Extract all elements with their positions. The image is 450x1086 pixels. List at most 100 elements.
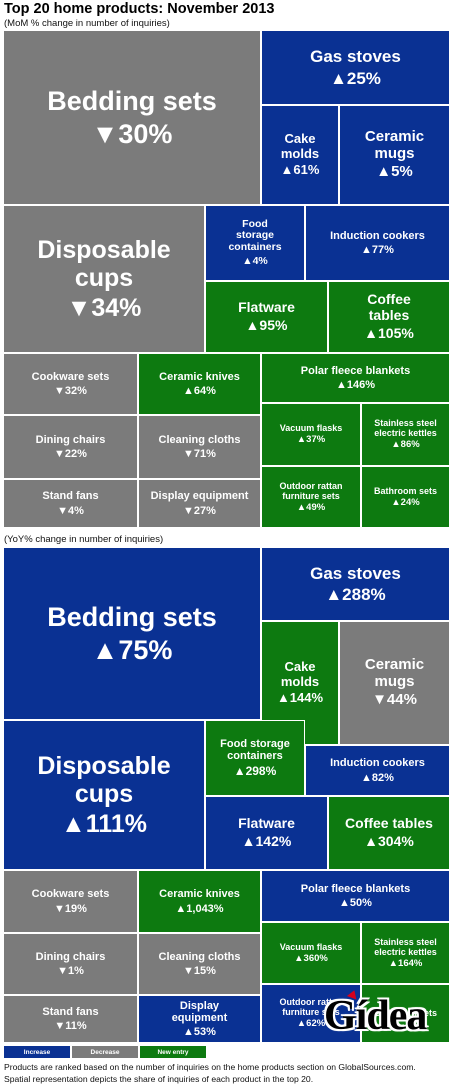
yoy-change-cake-molds: ▲144% (276, 690, 324, 706)
yoy-label-ceramic-knives: Ceramic knives (159, 888, 240, 901)
mom-change-outdoor-rattan-furniture-sets: ▲49% (296, 501, 326, 513)
yoy-change-flatware: ▲142% (241, 833, 292, 849)
yoy-cell-ceramic-knives: Ceramic knives ▲1,043% (138, 870, 261, 933)
yoy-change-food-storage-containers: ▲298% (233, 763, 277, 778)
yoy-change-stand-fans: ▼11% (54, 1020, 87, 1032)
mom-change-polar-fleece-blankets: ▲146% (335, 379, 376, 391)
mom-change-stand-fans: ▼4% (57, 504, 84, 517)
mom-label-ceramic-knives: Ceramic knives (159, 370, 240, 383)
yoy-label-ceramic-mugs: Ceramic mugs (364, 655, 425, 690)
legend-decrease: Decrease (72, 1046, 138, 1058)
mom-change-cake-molds: ▲61% (280, 162, 320, 178)
mom-cell-gas-stoves: Gas stoves ▲25% (261, 30, 450, 105)
mom-change-ceramic-mugs: ▲5% (376, 163, 413, 181)
yoy-cell-bedding-sets: Bedding sets ▲75% (3, 547, 261, 720)
yoy-cell-polar-fleece-blankets: Polar fleece blankets ▲50% (261, 870, 450, 922)
mom-label-gas-stoves: Gas stoves (310, 47, 401, 67)
mom-change-coffee-tables: ▲105% (364, 324, 414, 341)
yoy-change-cookware-sets: ▼19% (54, 902, 87, 915)
mom-label-coffee-tables: Coffee tables (367, 291, 411, 324)
yoy-label-outdoor-rattan-furniture-sets: Outdoor rattan furniture sets (279, 997, 343, 1018)
mom-change-stainless-steel-electric-kettles: ▲86% (391, 439, 420, 451)
yoy-label-stainless-steel-electric-kettles: Stainless steel electric kettles (374, 936, 437, 957)
yoy-change-polar-fleece-blankets: ▲50% (339, 897, 372, 909)
yoy-label-stand-fans: Stand fans (42, 1005, 99, 1018)
mom-change-ceramic-knives: ▲64% (183, 385, 216, 397)
mom-label-cake-molds: Cake molds (280, 131, 320, 161)
mom-label-vacuum-flasks: Vacuum flasks (279, 423, 343, 434)
yoy-cell-disposable-cups: Disposable cups ▲111% (3, 720, 205, 870)
mom-cell-cake-molds: Cake molds ▲61% (261, 105, 339, 205)
mom-change-food-storage-containers: ▲4% (242, 254, 268, 267)
yoy-label-flatware: Flatware (238, 815, 295, 832)
yoy-label-induction-cookers: Induction cookers (330, 757, 425, 770)
mom-change-induction-cookers: ▲77% (361, 244, 394, 256)
yoy-label-cake-molds: Cake molds (280, 659, 320, 689)
yoy-change-ceramic-knives: ▲1,043% (175, 902, 224, 915)
mom-label-outdoor-rattan-furniture-sets: Outdoor rattan furniture sets (279, 480, 343, 501)
mom-change-disposable-cups: ▼34% (66, 294, 142, 322)
yoy-subtitle: (YoY% change in number of inquiries) (4, 534, 164, 545)
mom-cell-ceramic-knives: Ceramic knives ▲64% (138, 353, 261, 415)
yoy-cell-stainless-steel-electric-kettles: Stainless steel electric kettles ▲164% (361, 922, 450, 984)
yoy-cell-coffee-tables: Coffee tables ▲304% (328, 796, 450, 870)
yoy-change-display-equipment: ▲53% (183, 1026, 216, 1039)
mom-cell-stainless-steel-electric-kettles: Stainless steel electric kettles ▲86% (361, 403, 450, 466)
mom-cell-disposable-cups: Disposable cups ▼34% (3, 205, 205, 353)
yoy-change-stainless-steel-electric-kettles: ▲164% (388, 957, 423, 969)
mom-label-stainless-steel-electric-kettles: Stainless steel electric kettles (374, 418, 437, 439)
mom-label-flatware: Flatware (238, 299, 295, 316)
yoy-cell-food-storage-containers: Food storage containers ▲298% (205, 720, 305, 796)
yoy-cell-ceramic-mugs: Ceramic mugs ▼44% (339, 621, 450, 745)
mom-cell-ceramic-mugs: Ceramic mugs ▲5% (339, 105, 450, 205)
mom-cell-food-storage-containers: Food storage containers ▲4% (205, 205, 305, 281)
mom-subtitle: (MoM % change in number of inquiries) (4, 18, 170, 29)
yoy-change-vacuum-flasks: ▲360% (294, 952, 328, 964)
yoy-label-food-storage-containers: Food storage containers (220, 737, 290, 763)
mom-change-cleaning-cloths: ▼71% (183, 448, 216, 460)
mom-cell-coffee-tables: Coffee tables ▲105% (328, 281, 450, 353)
yoy-change-dining-chairs: ▼1% (57, 965, 84, 977)
yoy-cell-flatware: Flatware ▲142% (205, 796, 328, 870)
mom-label-bedding-sets: Bedding sets (47, 86, 217, 117)
yoy-cell-display-equipment: Display equipment ▲53% (138, 995, 261, 1043)
yoy-cell-induction-cookers: Induction cookers ▲82% (305, 745, 450, 796)
mom-label-stand-fans: Stand fans (42, 490, 99, 503)
mom-label-cookware-sets: Cookware sets (31, 370, 110, 383)
yoy-cell-outdoor-rattan-furniture-sets: Outdoor rattan furniture sets ▲62% (261, 984, 361, 1043)
mom-cell-bedding-sets: Bedding sets ▼30% (3, 30, 261, 205)
legend-increase: Increase (4, 1046, 70, 1058)
yoy-label-dining-chairs: Dining chairs (35, 950, 106, 963)
yoy-cell-vacuum-flasks: Vacuum flasks ▲360% (261, 922, 361, 984)
mom-cell-flatware: Flatware ▲95% (205, 281, 328, 353)
mom-change-bathroom-sets: ▲24% (391, 496, 420, 508)
mom-cell-dining-chairs: Dining chairs ▼22% (3, 415, 138, 479)
mom-cell-cleaning-cloths: Cleaning cloths ▼71% (138, 415, 261, 479)
mom-label-bathroom-sets: Bathroom sets (373, 485, 437, 496)
mom-label-disposable-cups: Disposable cups (37, 236, 171, 292)
mom-cell-polar-fleece-blankets: Polar fleece blankets ▲146% (261, 353, 450, 403)
chart-title: Top 20 home products: November 2013 (4, 1, 275, 17)
yoy-label-display-equipment: Display equipment (171, 999, 228, 1024)
yoy-change-coffee-tables: ▲304% (364, 833, 414, 849)
yoy-change-ceramic-mugs: ▼44% (372, 691, 417, 709)
yoy-label-bathroom-sets: Bathroom sets (373, 1008, 437, 1019)
mom-label-polar-fleece-blankets: Polar fleece blankets (300, 364, 411, 377)
legend-new-entry: New entry (140, 1046, 206, 1058)
yoy-label-cookware-sets: Cookware sets (31, 888, 110, 901)
mom-change-vacuum-flasks: ▲37% (296, 434, 326, 446)
yoy-change-bedding-sets: ▲75% (91, 634, 173, 665)
yoy-label-coffee-tables: Coffee tables (345, 815, 433, 832)
yoy-label-vacuum-flasks: Vacuum flasks (279, 941, 343, 952)
gidea-logo: Gídea (324, 988, 427, 1040)
mom-cell-display-equipment: Display equipment ▼27% (138, 479, 261, 528)
yoy-cell-cleaning-cloths: Cleaning cloths ▼15% (138, 933, 261, 995)
mom-cell-cookware-sets: Cookware sets ▼32% (3, 353, 138, 415)
yoy-label-polar-fleece-blankets: Polar fleece blankets (300, 882, 411, 895)
mom-cell-outdoor-rattan-furniture-sets: Outdoor rattan furniture sets ▲49% (261, 466, 361, 528)
yoy-label-gas-stoves: Gas stoves (310, 563, 401, 583)
mom-change-gas-stoves: ▲25% (330, 68, 381, 88)
mom-label-cleaning-cloths: Cleaning cloths (158, 433, 241, 446)
yoy-change-gas-stoves: ▲288% (325, 585, 386, 604)
yoy-label-disposable-cups: Disposable cups (37, 752, 171, 808)
